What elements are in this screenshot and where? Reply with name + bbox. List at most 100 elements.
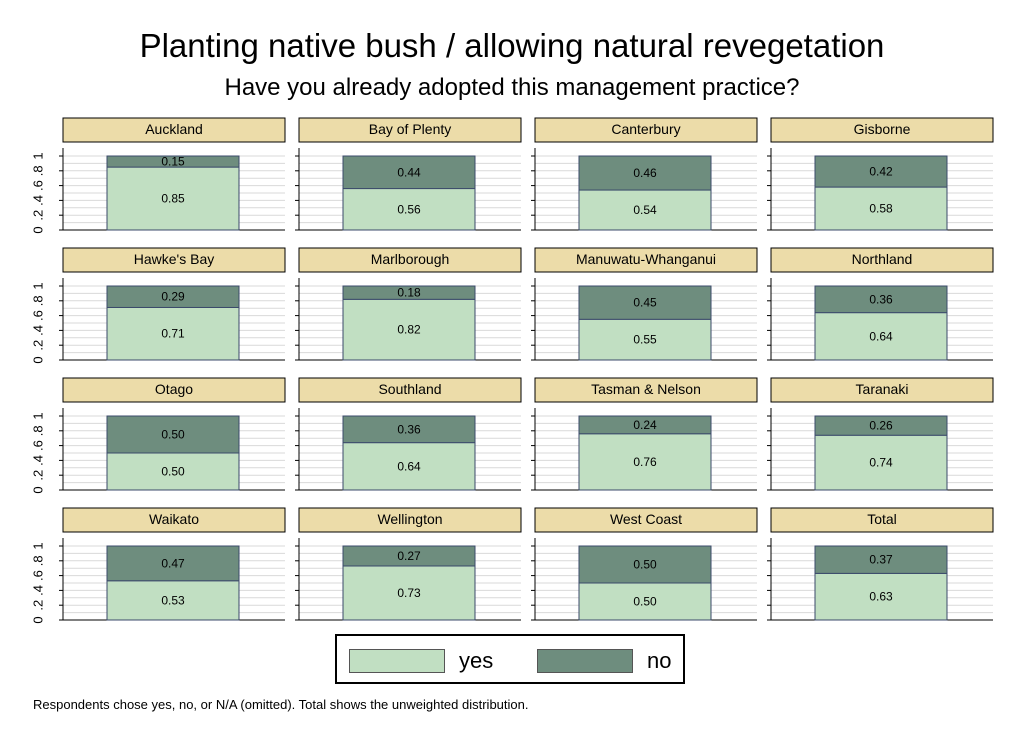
y-tick-label: .8 [31, 555, 46, 566]
bar-yes [578, 189, 712, 231]
panel-title: Bay of Plenty [369, 121, 452, 137]
panel-header [298, 507, 522, 533]
panel-title: Manuwatu-Whanganui [576, 251, 716, 267]
bar-yes [106, 452, 240, 491]
data-label-yes: 0.50 [161, 465, 185, 479]
panel-title: Gisborne [854, 121, 911, 137]
bar-yes [814, 186, 948, 231]
bar-yes [106, 166, 240, 231]
chart-subtitle: Have you already adopted this management… [224, 74, 800, 101]
bar-no [814, 285, 948, 314]
bar-yes [342, 565, 476, 621]
data-label-yes: 0.82 [397, 323, 421, 337]
data-label-no: 0.18 [397, 286, 421, 300]
bar-no [342, 415, 476, 444]
y-tick-label: .4 [31, 585, 46, 596]
panel-title: Otago [155, 381, 193, 397]
y-tick-label: .4 [31, 455, 46, 466]
bar-no [578, 285, 712, 320]
panel-title: Tasman & Nelson [591, 381, 701, 397]
panel-header [534, 247, 758, 273]
data-label-no: 0.36 [869, 292, 893, 306]
panel-tasman-nelson: Tasman & Nelson 0.76 0.24 [531, 377, 758, 491]
footnote: Respondents chose yes, no, or N/A (omitt… [33, 697, 529, 712]
data-label-no: 0.50 [633, 558, 657, 572]
data-label-yes: 0.55 [633, 333, 657, 347]
y-tick-label: 0 [31, 616, 46, 623]
data-label-yes: 0.74 [869, 456, 893, 470]
bar-yes [106, 580, 240, 621]
data-label-no: 0.27 [397, 549, 421, 563]
panel-marlborough: Marlborough 0.82 0.18 [295, 247, 522, 361]
bar-no [106, 415, 240, 454]
y-tick-label: .2 [31, 600, 46, 611]
panel-header [298, 377, 522, 403]
panel-header [62, 117, 286, 143]
data-label-yes: 0.64 [397, 459, 421, 473]
panel-title: Southland [378, 381, 441, 397]
data-label-no: 0.37 [869, 553, 893, 567]
y-tick-label: .4 [31, 195, 46, 206]
data-label-no: 0.46 [633, 166, 657, 180]
bar-no [106, 155, 240, 168]
panel-title: Northland [852, 251, 913, 267]
bar-yes [814, 312, 948, 361]
bar-no [578, 415, 712, 435]
bar-yes [814, 434, 948, 491]
data-label-yes: 0.50 [633, 595, 657, 609]
panel-title: Total [867, 511, 897, 527]
data-label-yes: 0.63 [869, 590, 893, 604]
panel-bay-of-plenty: Bay of Plenty 0.56 0.44 [295, 117, 522, 231]
bar-yes [342, 298, 476, 361]
bar-no [342, 285, 476, 300]
panel-title: Marlborough [371, 251, 450, 267]
y-tick-label: 1 [31, 152, 46, 159]
panel-header [62, 507, 286, 533]
y-tick-label: .8 [31, 425, 46, 436]
panel-northland: Northland 0.64 0.36 [767, 247, 994, 361]
panel-hawke-s-bay: Hawke's Bay 0 .2 .4 .6 .8 1 0.71 0.29 [31, 247, 286, 364]
panel-west-coast: West Coast 0.50 0.50 [531, 507, 758, 621]
data-label-no: 0.26 [869, 419, 893, 433]
y-tick-label: .4 [31, 325, 46, 336]
bar-yes [578, 318, 712, 361]
bar-yes [342, 442, 476, 491]
panel-title: Hawke's Bay [134, 251, 214, 267]
bar-yes [578, 433, 712, 491]
panel-header [298, 247, 522, 273]
bar-no [814, 155, 948, 188]
data-label-yes: 0.54 [633, 203, 657, 217]
data-label-yes: 0.53 [161, 593, 185, 607]
data-label-yes: 0.64 [869, 329, 893, 343]
panel-wellington: Wellington 0.73 0.27 [295, 507, 522, 621]
y-tick-label: .2 [31, 470, 46, 481]
y-tick-label: 1 [31, 542, 46, 549]
panel-otago: Otago 0 .2 .4 .6 .8 1 0.50 0.50 [31, 377, 286, 494]
legend-label-no: no [647, 648, 672, 673]
panel-header [62, 377, 286, 403]
legend-swatch-no [537, 649, 633, 673]
panel-gisborne: Gisborne 0.58 0.42 [767, 117, 994, 231]
bar-no [578, 155, 712, 191]
data-label-no: 0.45 [633, 296, 657, 310]
y-tick-label: .6 [31, 180, 46, 191]
y-tick-label: .2 [31, 340, 46, 351]
y-tick-label: .2 [31, 210, 46, 221]
legend-label-yes: yes [459, 648, 494, 673]
panel-header [298, 117, 522, 143]
data-label-yes: 0.56 [397, 202, 421, 216]
data-label-no: 0.24 [633, 418, 657, 432]
panel-total: Total 0.63 0.37 [767, 507, 994, 621]
panel-southland: Southland 0.64 0.36 [295, 377, 522, 491]
bar-no [106, 285, 240, 308]
panel-header [770, 507, 994, 533]
panel-manuwatu-whanganui: Manuwatu-Whanganui 0.55 0.45 [531, 247, 758, 361]
data-label-yes: 0.71 [161, 327, 185, 341]
bar-yes [578, 582, 712, 621]
panel-canterbury: Canterbury 0.54 0.46 [531, 117, 758, 231]
panel-title: Canterbury [611, 121, 680, 137]
panel-header [534, 117, 758, 143]
panel-header [534, 507, 758, 533]
data-label-yes: 0.73 [397, 586, 421, 600]
panel-header [770, 377, 994, 403]
